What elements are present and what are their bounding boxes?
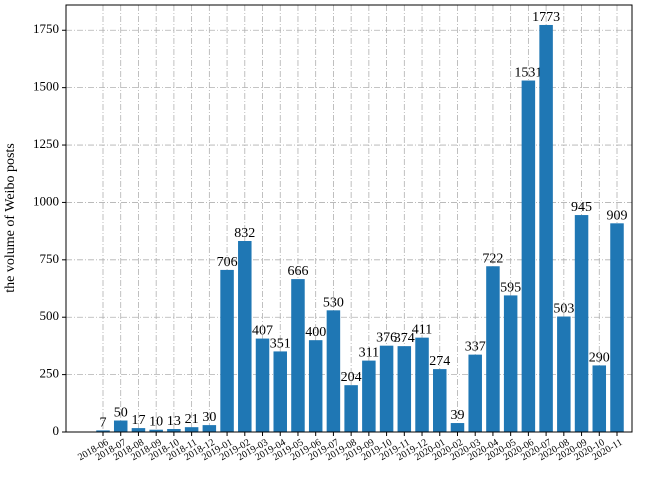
bar bbox=[96, 430, 110, 432]
bar bbox=[468, 354, 482, 432]
bar bbox=[521, 80, 536, 432]
value-label: 17 bbox=[131, 413, 145, 428]
value-label: 503 bbox=[553, 302, 574, 317]
value-label: 204 bbox=[341, 370, 362, 385]
y-tick-label: 250 bbox=[40, 366, 60, 381]
value-label: 407 bbox=[252, 324, 273, 339]
bar bbox=[362, 360, 376, 432]
value-label: 706 bbox=[217, 255, 238, 270]
bar bbox=[415, 337, 429, 432]
bar bbox=[486, 266, 500, 432]
bar bbox=[291, 279, 305, 432]
y-tick-label: 1750 bbox=[33, 21, 59, 36]
bar bbox=[503, 295, 518, 432]
value-label: 374 bbox=[394, 331, 415, 346]
bar bbox=[433, 369, 447, 432]
y-tick-label: 1000 bbox=[33, 193, 59, 208]
value-label: 722 bbox=[482, 251, 503, 266]
y-axis-label: the volume of Weibo posts bbox=[3, 143, 18, 293]
bar bbox=[167, 429, 181, 432]
bar bbox=[450, 423, 465, 432]
bar bbox=[113, 420, 128, 432]
value-label: 311 bbox=[359, 346, 379, 361]
bar bbox=[610, 223, 624, 432]
y-tick-label: 1250 bbox=[33, 136, 59, 151]
bar bbox=[238, 240, 252, 432]
value-label: 945 bbox=[571, 200, 592, 215]
value-label: 530 bbox=[323, 295, 344, 310]
value-label: 1531 bbox=[514, 66, 542, 81]
bar bbox=[184, 427, 199, 432]
value-label: 411 bbox=[412, 323, 432, 338]
bar bbox=[592, 365, 607, 432]
value-label: 21 bbox=[185, 412, 199, 427]
y-tick-label: 500 bbox=[40, 308, 60, 323]
value-label: 595 bbox=[500, 280, 521, 295]
bar bbox=[326, 310, 341, 432]
y-tick-label: 750 bbox=[40, 251, 60, 266]
value-label: 30 bbox=[202, 410, 216, 425]
value-label: 290 bbox=[589, 350, 610, 365]
bar bbox=[557, 316, 571, 432]
value-label: 666 bbox=[287, 264, 308, 279]
y-tick-label: 0 bbox=[53, 423, 60, 438]
value-label: 50 bbox=[114, 406, 128, 421]
value-label: 1773 bbox=[532, 10, 560, 25]
bar bbox=[202, 425, 217, 432]
plot-frame bbox=[65, 4, 633, 433]
value-label: 13 bbox=[167, 414, 181, 429]
value-label: 39 bbox=[450, 408, 464, 423]
value-label: 10 bbox=[149, 415, 163, 430]
bar bbox=[220, 269, 234, 432]
bar bbox=[131, 428, 146, 432]
bar bbox=[308, 340, 323, 432]
value-label: 832 bbox=[234, 226, 255, 241]
bar bbox=[149, 429, 163, 432]
bar bbox=[273, 351, 287, 432]
value-label: 376 bbox=[376, 331, 397, 346]
value-label: 400 bbox=[305, 325, 326, 340]
bar bbox=[539, 24, 553, 432]
value-label: 7 bbox=[100, 415, 107, 430]
bar bbox=[397, 346, 412, 432]
y-tick-label: 1500 bbox=[33, 79, 59, 94]
value-label: 274 bbox=[429, 354, 450, 369]
value-label: 909 bbox=[607, 208, 628, 223]
bar bbox=[574, 215, 589, 432]
value-label: 351 bbox=[270, 336, 291, 351]
bar bbox=[379, 345, 394, 432]
value-label: 337 bbox=[465, 340, 486, 355]
bar bbox=[255, 338, 270, 432]
bar bbox=[344, 385, 358, 432]
